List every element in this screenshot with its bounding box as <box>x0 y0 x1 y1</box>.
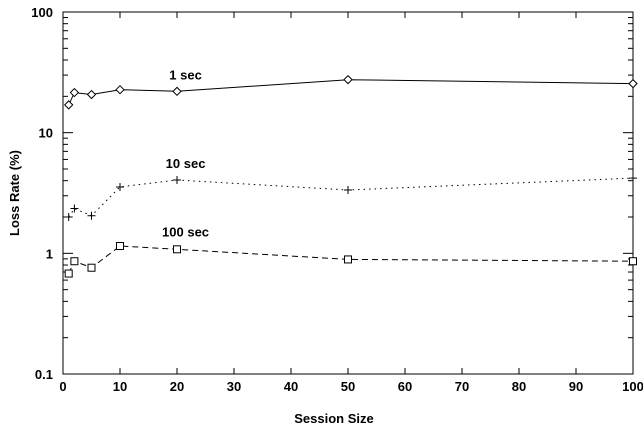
axis-tick-labels: 0 10 20 30 40 50 60 70 80 90 100 0.1 1 10 100 <box>31 5 643 394</box>
axis-ticks <box>62 11 634 375</box>
x-tick-label: 100 <box>622 379 643 394</box>
data-point-diamond <box>69 87 80 98</box>
data-point-diamond <box>63 100 74 110</box>
data-point-square <box>173 245 181 254</box>
x-tick-label: 10 <box>113 379 127 394</box>
series-line-1 <box>68 177 634 218</box>
data-point-diamond <box>343 74 353 85</box>
x-tick-label: 80 <box>512 379 526 394</box>
series-markers <box>63 74 638 278</box>
series-label-1: 10 sec <box>166 156 206 171</box>
series-lines <box>68 79 634 274</box>
data-point-square <box>116 242 124 251</box>
data-point-diamond <box>86 89 97 100</box>
x-tick-label: 20 <box>170 379 184 394</box>
data-point-diamond <box>172 86 182 97</box>
data-point-plus <box>344 185 352 194</box>
y-tick-label: 1 <box>46 246 53 261</box>
x-axis-title: Session Size <box>294 411 373 426</box>
series-label-0: 1 sec <box>169 67 202 82</box>
x-tick-label: 90 <box>569 379 583 394</box>
series-line-0 <box>68 79 634 106</box>
data-point-plus <box>70 204 79 213</box>
data-point-plus <box>87 211 96 220</box>
x-tick-label: 50 <box>341 379 355 394</box>
y-tick-label: 0.1 <box>35 367 53 382</box>
x-tick-label: 0 <box>59 379 66 394</box>
x-tick-label: 30 <box>227 379 241 394</box>
y-axis-title: Loss Rate (%) <box>7 150 22 236</box>
data-point-plus <box>629 174 637 183</box>
data-point-square <box>64 269 73 278</box>
x-tick-label: 60 <box>398 379 412 394</box>
data-point-plus <box>116 182 124 191</box>
x-tick-label: 40 <box>284 379 298 394</box>
data-point-square <box>344 255 352 264</box>
series-labels: 1 sec 10 sec 100 sec <box>162 67 209 239</box>
data-point-plus <box>64 213 73 222</box>
y-tick-label: 10 <box>39 126 53 141</box>
y-tick-label: 100 <box>31 5 53 20</box>
data-point-square <box>629 257 637 266</box>
data-point-diamond <box>628 78 638 89</box>
data-point-square <box>70 257 79 266</box>
x-tick-label: 70 <box>455 379 469 394</box>
data-point-square <box>87 263 96 272</box>
data-point-diamond <box>115 84 125 95</box>
data-point-plus <box>173 176 181 185</box>
series-label-2: 100 sec <box>162 224 209 239</box>
